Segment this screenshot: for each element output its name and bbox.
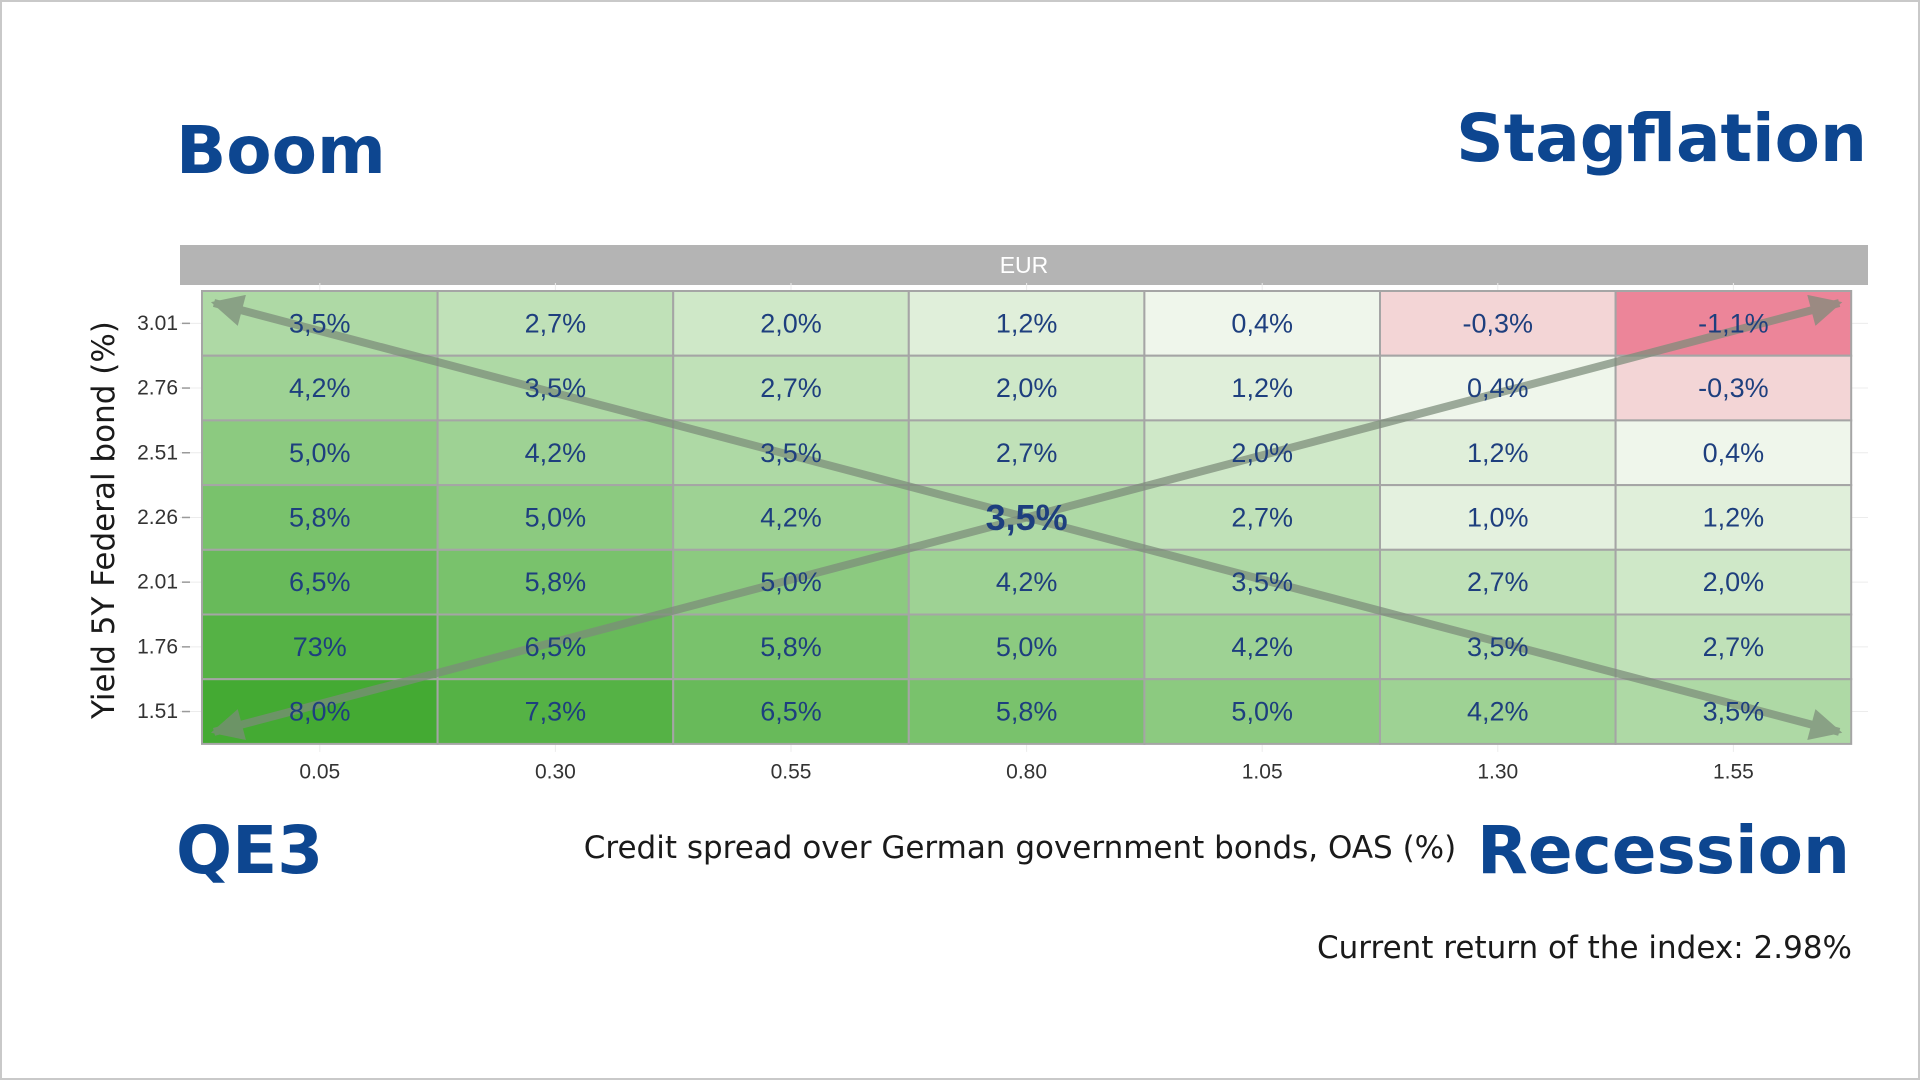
cell-label: 0,4% [1703,438,1765,468]
diagonal-arrow-2 [210,294,1843,741]
y-tick-label: 3.01 [137,312,178,335]
cell-label: 4,2% [289,373,351,403]
cell-label: 6,5% [289,567,351,597]
cell-label: 4,2% [1467,697,1529,727]
y-tick-label: 1.76 [137,635,178,658]
cell-label: 4,2% [1231,632,1293,662]
cell-label: 0,4% [1467,373,1529,403]
cell-label: 3,5% [289,308,351,338]
current-return-text: Current return of the index: 2.98% [1317,930,1852,966]
y-tick-label: 2.26 [137,506,178,529]
cell-label: 3,5% [525,373,587,403]
cell-label: 2,7% [525,308,587,338]
cell-label: 73% [293,632,347,662]
cell-label: 2,0% [760,308,822,338]
y-axis-title: Yield 5Y Federal bond (%) [86,321,122,719]
x-tick-label: 0.80 [1006,760,1047,783]
x-tick-label: 1.55 [1713,760,1754,783]
cell-label: 5,0% [289,438,351,468]
cell-label: 5,0% [996,632,1058,662]
cell-label: 2,7% [1467,567,1529,597]
x-tick-label: 1.05 [1242,760,1283,783]
cell-label: -1,1% [1698,308,1769,338]
cell-label: 5,8% [289,502,351,532]
corner-label-recession: Recession [1477,812,1850,889]
x-tick-label: 1.30 [1477,760,1518,783]
cell-label: 1,2% [1231,373,1293,403]
y-tick-label: 2.76 [137,377,178,400]
cell-label: 3,5% [760,438,822,468]
cell-label: 4,2% [996,567,1058,597]
cell-label: 7,3% [525,697,587,727]
x-tick-label: 0.30 [535,760,576,783]
cell-label: -0,3% [1463,308,1534,338]
cell-label: 1,2% [1703,502,1765,532]
cell-label: -0,3% [1698,373,1769,403]
cell-label: 5,8% [996,697,1058,727]
corner-label-boom: Boom [176,112,386,189]
cell-label: 2,0% [1703,567,1765,597]
cell-label: 1,2% [996,308,1058,338]
cell-label: 2,0% [996,373,1058,403]
x-tick-label: 0.55 [771,760,812,783]
y-tick-label: 2.01 [137,571,178,594]
cell-label: 3,5% [1467,632,1529,662]
highlight-cell-label: 3,5% [986,497,1068,538]
cell-label: 2,7% [1231,502,1293,532]
x-axis-title: Credit spread over German government bon… [583,830,1457,866]
cell-label: 3,5% [1231,567,1293,597]
cell-label: 0,4% [1231,308,1293,338]
cell-label: 5,8% [760,632,822,662]
cell-label: 5,8% [525,567,587,597]
y-tick-label: 2.51 [137,441,178,464]
corner-label-qe3: QE3 [176,812,324,889]
y-tick-label: 1.51 [137,700,178,723]
cell-label: 3,5% [1703,697,1765,727]
cell-label: 4,2% [760,502,822,532]
cell-label: 2,7% [760,373,822,403]
cell-label: 1,0% [1467,502,1529,532]
cell-label: 4,2% [525,438,587,468]
facet-header: EUR [180,245,1868,285]
cell-label: 2,7% [996,438,1058,468]
x-tick-label: 0.05 [299,760,340,783]
cell-label: 5,0% [1231,697,1293,727]
cell-label: 1,2% [1467,438,1529,468]
cell-label: 2,7% [1703,632,1765,662]
cell-label: 8,0% [289,697,351,727]
corner-label-stagflation: Stagflation [1456,100,1867,177]
cell-label: 5,0% [760,567,822,597]
cell-label: 5,0% [525,502,587,532]
cell-label: 2,0% [1231,438,1293,468]
cell-label: 6,5% [525,632,587,662]
cell-label: 6,5% [760,697,822,727]
